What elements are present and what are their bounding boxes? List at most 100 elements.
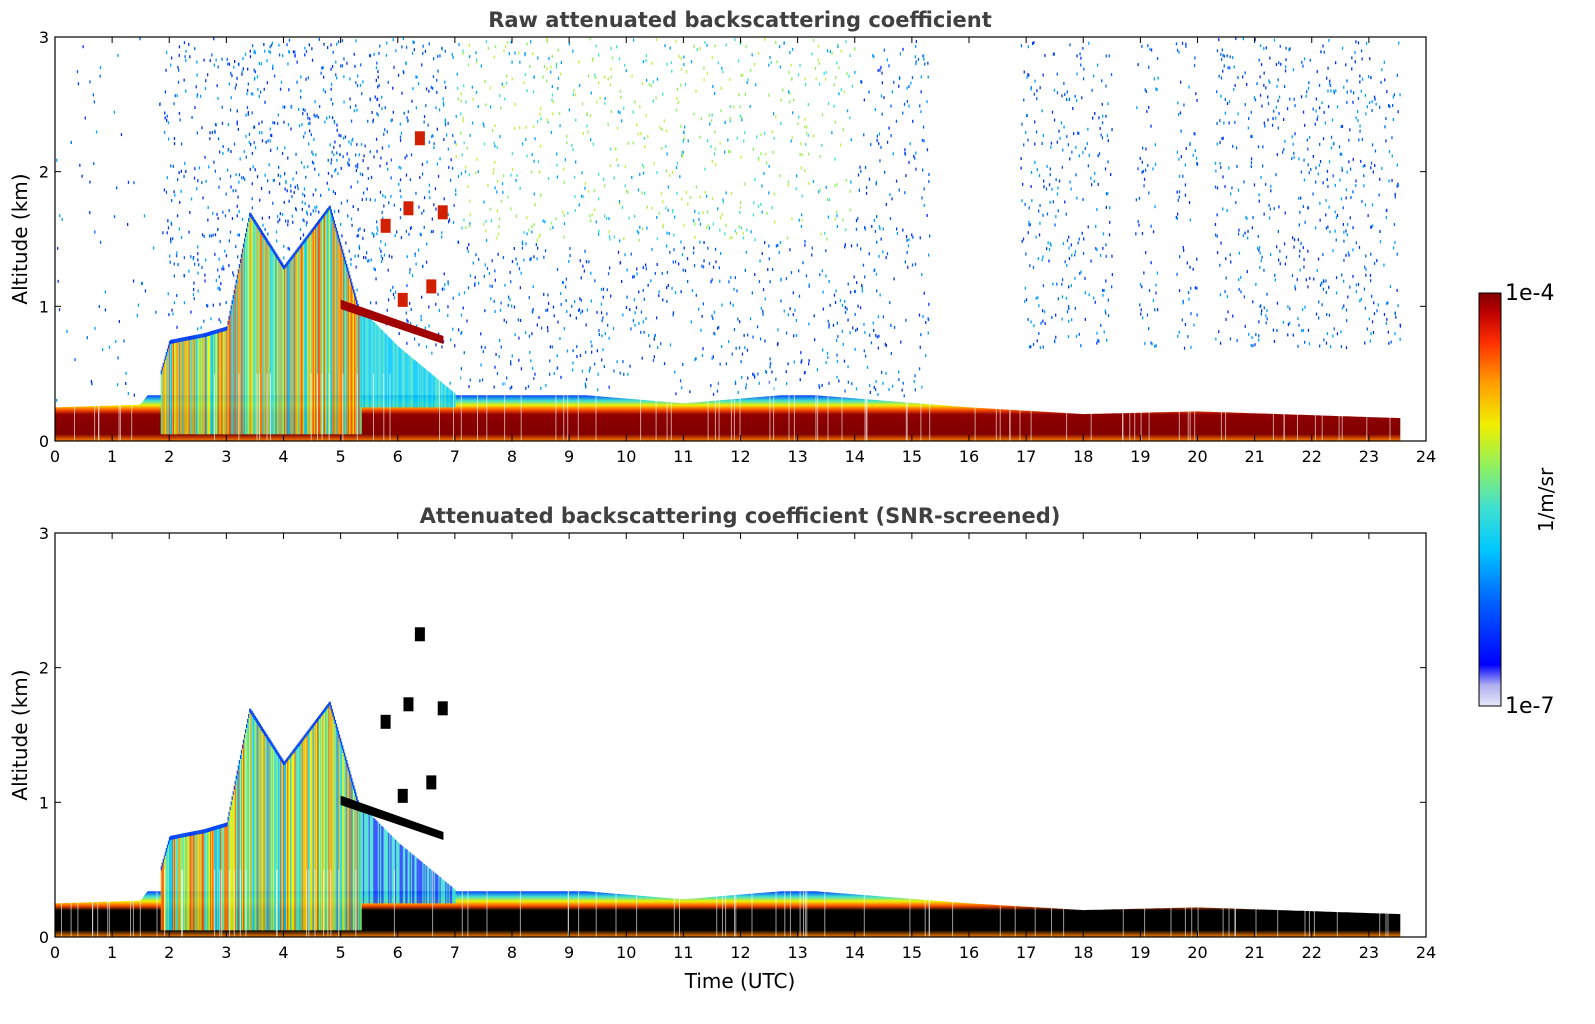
noise-pixel — [566, 134, 568, 138]
noise-pixel — [559, 337, 561, 340]
noise-pixel — [425, 104, 427, 108]
noise-pixel — [675, 39, 677, 43]
plume-column — [197, 334, 200, 435]
plume-edge — [289, 754, 291, 759]
noise-pixel — [1148, 106, 1150, 109]
noise-pixel — [846, 109, 849, 113]
noise-pixel — [692, 219, 695, 223]
noise-pixel — [342, 155, 344, 159]
noise-pixel — [1156, 88, 1158, 92]
noise-pixel — [608, 230, 610, 234]
noise-pixel — [1392, 104, 1394, 107]
noise-pixel — [311, 47, 313, 51]
noise-pixel — [475, 51, 477, 55]
noise-pixel — [201, 266, 203, 269]
plume-column — [190, 335, 193, 435]
missing-profile — [238, 373, 240, 441]
noise-pixel — [924, 62, 926, 66]
noise-pixel — [1042, 319, 1044, 323]
noise-pixel — [494, 45, 497, 49]
noise-pixel — [1374, 149, 1377, 153]
y-tick-label: 3 — [39, 524, 49, 543]
noise-pixel — [193, 281, 195, 285]
noise-pixel — [662, 223, 664, 227]
x-tick-label: 5 — [336, 943, 346, 962]
noise-pixel — [1183, 346, 1186, 350]
plume-edge — [309, 727, 312, 732]
noise-pixel — [1294, 284, 1296, 288]
plume-edge — [223, 327, 225, 332]
noise-pixel — [696, 48, 698, 52]
noise-pixel — [444, 283, 446, 287]
noise-pixel — [95, 130, 98, 134]
noise-pixel — [759, 259, 761, 263]
missing-profile — [995, 373, 997, 441]
noise-pixel — [1084, 276, 1086, 280]
noise-pixel — [1190, 312, 1192, 316]
plume-edge — [338, 238, 341, 243]
noise-pixel — [1376, 259, 1378, 263]
noise-pixel — [1101, 121, 1104, 125]
noise-pixel — [1332, 249, 1334, 253]
noise-pixel — [1062, 242, 1065, 246]
noise-pixel — [1260, 312, 1262, 316]
noise-pixel — [376, 226, 378, 230]
noise-pixel — [674, 215, 676, 219]
noise-pixel — [1140, 312, 1142, 316]
noise-pixel — [808, 322, 810, 326]
cloud-patch — [397, 788, 408, 803]
noise-pixel — [1049, 167, 1051, 171]
noise-pixel — [1151, 342, 1153, 346]
noise-pixel — [628, 216, 630, 220]
noise-pixel — [1098, 116, 1100, 120]
noise-pixel — [698, 307, 700, 311]
noise-pixel — [335, 60, 337, 64]
noise-pixel — [217, 268, 219, 272]
noise-pixel — [362, 236, 364, 240]
noise-pixel — [358, 246, 361, 250]
noise-pixel — [494, 365, 496, 369]
noise-pixel — [827, 215, 830, 219]
noise-pixel — [804, 239, 806, 243]
chart-title: Attenuated backscattering coefficient (S… — [420, 504, 1061, 528]
noise-pixel — [513, 247, 515, 250]
noise-pixel — [818, 385, 821, 389]
noise-pixel — [1269, 207, 1271, 211]
missing-profile — [393, 869, 395, 937]
noise-pixel — [682, 140, 684, 144]
noise-pixel — [1398, 41, 1400, 45]
noise-pixel — [1096, 248, 1098, 252]
plume-edge — [212, 330, 214, 335]
noise-pixel — [330, 161, 332, 165]
noise-pixel — [1068, 306, 1070, 310]
noise-pixel — [1313, 277, 1315, 281]
noise-pixel — [1248, 117, 1250, 120]
noise-pixel — [1024, 286, 1026, 290]
plume-column — [319, 714, 321, 931]
plume-edge — [161, 862, 164, 867]
noise-pixel — [1145, 90, 1147, 93]
plume-edge — [356, 796, 358, 801]
noise-pixel — [185, 170, 187, 173]
missing-profile — [769, 373, 771, 441]
missing-profile — [1187, 373, 1189, 441]
noise-pixel — [1298, 157, 1300, 161]
noise-pixel — [1177, 198, 1179, 202]
noise-pixel — [896, 232, 899, 235]
noise-pixel — [369, 150, 371, 154]
noise-pixel — [1373, 261, 1376, 265]
noise-pixel — [700, 117, 702, 121]
noise-pixel — [636, 272, 638, 276]
noise-pixel — [209, 131, 211, 135]
plume-column — [308, 232, 311, 435]
noise-pixel — [882, 227, 884, 231]
noise-pixel — [1333, 91, 1335, 95]
noise-pixel — [98, 305, 100, 308]
plume-column — [274, 252, 277, 435]
noise-pixel — [1366, 105, 1368, 109]
noise-pixel — [536, 323, 538, 327]
noise-pixel — [1189, 141, 1191, 145]
noise-pixel — [734, 380, 736, 384]
missing-profile — [520, 373, 522, 441]
noise-pixel — [242, 67, 244, 71]
